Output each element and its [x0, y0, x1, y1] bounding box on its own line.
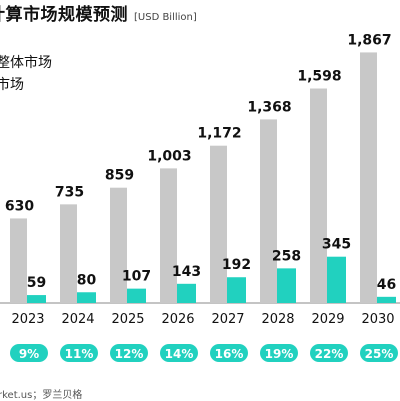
- source-note: rket.us；罗兰贝格: [0, 390, 83, 401]
- x-tick-label-2029: 2029: [311, 312, 344, 327]
- value-label-total-2026: 1,003: [147, 148, 191, 164]
- share-pill-2025: [110, 344, 148, 362]
- bar-segment-2026: [177, 283, 196, 303]
- value-label-total-2023: 630: [5, 198, 34, 214]
- bar-segment-2025: [127, 288, 146, 303]
- share-label-2030: 25%: [365, 347, 394, 361]
- value-label-segment-2024: 80: [77, 272, 97, 288]
- share-label-2023: 9%: [19, 347, 39, 361]
- share-label-2025: 12%: [115, 347, 144, 361]
- bar-segment-2029: [327, 256, 346, 303]
- x-tick-label-2023: 2023: [11, 312, 44, 327]
- bar-total-2026: [160, 168, 177, 303]
- chart-title: 计算市场规模预测: [0, 5, 128, 25]
- bar-segment-2024: [77, 292, 96, 303]
- value-label-total-2024: 735: [55, 184, 84, 200]
- bar-segment-2028: [277, 268, 296, 303]
- share-pill-2028: [260, 344, 298, 362]
- value-label-total-2030: 1,867: [347, 32, 391, 48]
- share-label-2029: 22%: [315, 347, 344, 361]
- bar-segment-2027: [227, 277, 246, 303]
- value-label-segment-2026: 143: [172, 264, 201, 280]
- legend: 整体市场 市场: [0, 52, 52, 96]
- share-pill-2027: [210, 344, 248, 362]
- legend-entry-segment: 市场: [0, 77, 24, 93]
- bar-total-2028: [260, 119, 277, 304]
- share-pill-2026: [160, 344, 198, 362]
- x-tick-label-2025: 2025: [111, 312, 144, 327]
- x-tick-label-2026: 2026: [161, 312, 194, 327]
- x-tick-label-2027: 2027: [211, 312, 244, 327]
- value-label-total-2027: 1,172: [197, 126, 241, 142]
- title-row: 计算市场规模预测 [USD Billion]: [0, 0, 197, 28]
- value-label-segment-2029: 345: [322, 237, 351, 253]
- bar-total-2027: [210, 145, 227, 303]
- bar-segment-2030: [377, 296, 396, 303]
- share-label-2028: 19%: [265, 347, 294, 361]
- share-label-2027: 16%: [215, 347, 244, 361]
- share-pill-2030: [360, 344, 398, 362]
- value-label-total-2029: 1,598: [297, 69, 341, 85]
- value-label-segment-2028: 258: [272, 248, 301, 264]
- bar-total-2024: [60, 204, 77, 303]
- value-label-segment-2023: 59: [27, 275, 46, 291]
- value-label-total-2025: 859: [105, 168, 134, 184]
- bar-total-2025: [110, 187, 127, 303]
- share-pill-2023: [10, 344, 48, 362]
- x-tick-label-2030: 2030: [361, 312, 394, 327]
- chart-unit-label: [USD Billion]: [134, 12, 197, 23]
- x-tick-label-2028: 2028: [261, 312, 294, 327]
- bar-total-2023: [10, 218, 27, 303]
- bar-total-2029: [310, 88, 327, 304]
- value-label-total-2028: 1,368: [247, 99, 291, 115]
- bar-segment-2023: [27, 295, 46, 303]
- share-pill-2024: [60, 344, 98, 362]
- bar-total-2030: [360, 52, 377, 303]
- share-pill-2029: [310, 344, 348, 362]
- share-label-2024: 11%: [65, 347, 94, 361]
- share-label-2026: 14%: [165, 347, 194, 361]
- legend-entry-total: 整体市场: [0, 55, 52, 71]
- value-label-segment-2030: 46: [377, 277, 396, 293]
- value-label-segment-2025: 107: [122, 269, 151, 285]
- value-label-segment-2027: 192: [222, 257, 251, 273]
- x-tick-label-2024: 2024: [61, 312, 94, 327]
